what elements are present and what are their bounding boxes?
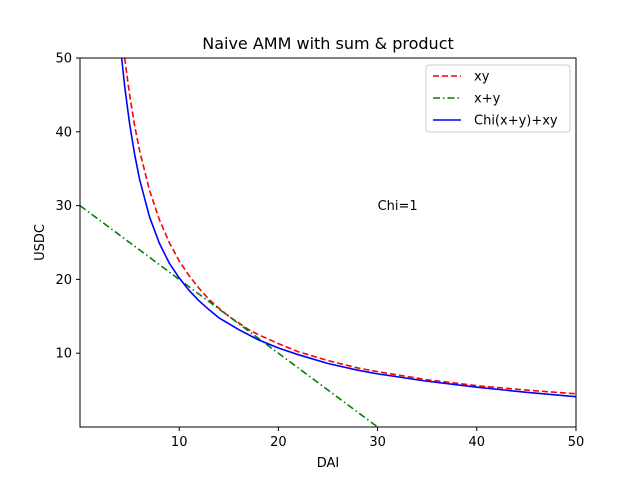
y-tick-label: 50 [55,52,72,67]
legend-box [425,64,571,133]
legend-label: x+y [474,92,501,107]
series-layer [80,58,576,427]
x-axis: 10 20 30 40 50 [171,427,584,450]
x-tick-label: 50 [568,435,585,450]
plot-frame [79,57,577,428]
legend-label: Chi(x+y)+xy [474,114,558,129]
x-tick-label: 10 [171,435,188,450]
series-line-0 [123,58,576,395]
x-tick-label: 30 [369,435,386,450]
annotations: Chi=1 [378,199,418,214]
x-tick-label: 40 [469,435,486,450]
y-tick-label: 40 [55,125,72,140]
x-tick-label: 20 [270,435,287,450]
y-axis-label: USDC [33,224,48,261]
legend-label: xy [474,70,490,85]
series-line-2 [120,58,576,398]
y-tick-label: 10 [55,347,72,362]
chart-title: Naive AMM with sum & product [202,34,454,53]
y-tick-label: 20 [55,273,72,288]
y-tick-label: 30 [55,199,72,214]
legend: xy x+y Chi(x+y)+xy [425,64,571,133]
y-axis: 10 20 30 40 50 [55,52,80,362]
series-line-1 [80,204,379,427]
annotation-label: Chi=1 [378,199,418,214]
x-axis-label: DAI [317,456,340,471]
